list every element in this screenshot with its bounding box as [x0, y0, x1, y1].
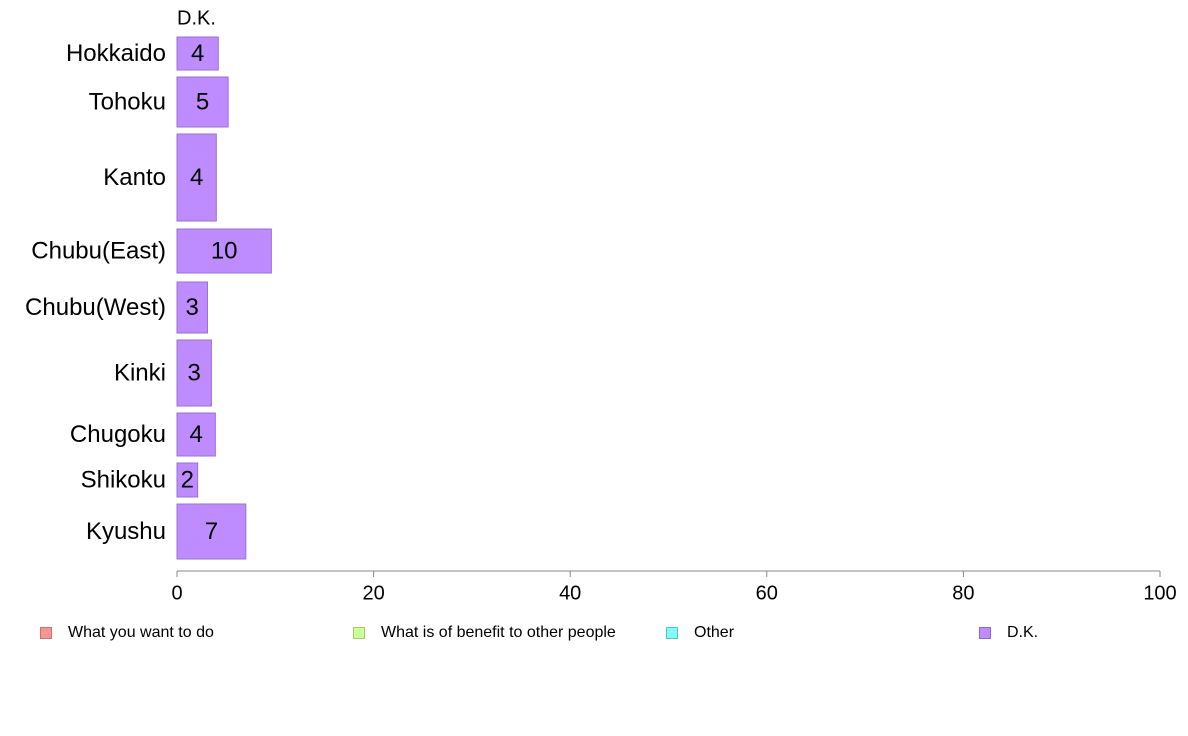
bar — [176, 462, 199, 498]
x-tick-label: 80 — [952, 582, 974, 604]
category-label: Shikoku — [81, 466, 166, 493]
data-label: 4 — [191, 40, 204, 67]
category-label: Kanto — [103, 164, 166, 191]
bar — [176, 36, 219, 71]
legend-label: Other — [694, 624, 735, 641]
category-label: Chugoku — [70, 421, 166, 448]
legend-swatch — [979, 627, 991, 639]
x-tick-label: 0 — [171, 582, 182, 604]
legend-label: D.K. — [1007, 624, 1039, 641]
bar — [176, 281, 208, 334]
data-label: 4 — [189, 421, 202, 448]
legend-item-what-you-want-to-do: What you want to do — [40, 624, 214, 642]
category-label: Kinki — [114, 359, 166, 386]
legend-label: What is of benefit to other people — [381, 624, 616, 641]
chart: D.K. Hokkaido 4 Tohoku 5 Kanto 4 Chubu(East) 10 C… — [25, 7, 1177, 604]
legend-swatch — [40, 627, 52, 639]
x-tick-label: 60 — [756, 582, 778, 604]
data-label: 4 — [190, 164, 203, 191]
x-tick-label: 20 — [362, 582, 384, 604]
bar — [176, 228, 272, 274]
legend-swatch — [353, 627, 365, 639]
category-label: Kyushu — [86, 518, 166, 545]
legend-swatch — [666, 627, 678, 639]
legend-label: What you want to do — [68, 624, 214, 641]
legend-item-other: Other — [666, 624, 734, 642]
x-tick-label: 100 — [1143, 582, 1176, 604]
legend-item-dk: D.K. — [979, 624, 1038, 642]
bar — [176, 339, 212, 407]
legend-item-benefit-to-others: What is of benefit to other people — [353, 624, 616, 642]
series-header: D.K. — [177, 7, 216, 29]
data-label: 2 — [181, 466, 194, 493]
x-tick-label: 40 — [559, 582, 581, 604]
data-label: 5 — [196, 88, 209, 115]
bar — [176, 133, 217, 222]
legend: What you want to do What is of benefit t… — [0, 624, 1188, 646]
data-label: 10 — [211, 237, 238, 264]
bar — [176, 76, 229, 128]
category-label: Chubu(East) — [31, 237, 166, 264]
data-label: 7 — [205, 518, 218, 545]
category-label: Hokkaido — [66, 40, 166, 67]
category-label: Chubu(West) — [25, 294, 166, 321]
category-label: Tohoku — [89, 88, 166, 115]
bar — [176, 412, 216, 457]
data-label: 3 — [186, 294, 199, 321]
data-label: 3 — [188, 359, 201, 386]
bar — [176, 503, 247, 560]
